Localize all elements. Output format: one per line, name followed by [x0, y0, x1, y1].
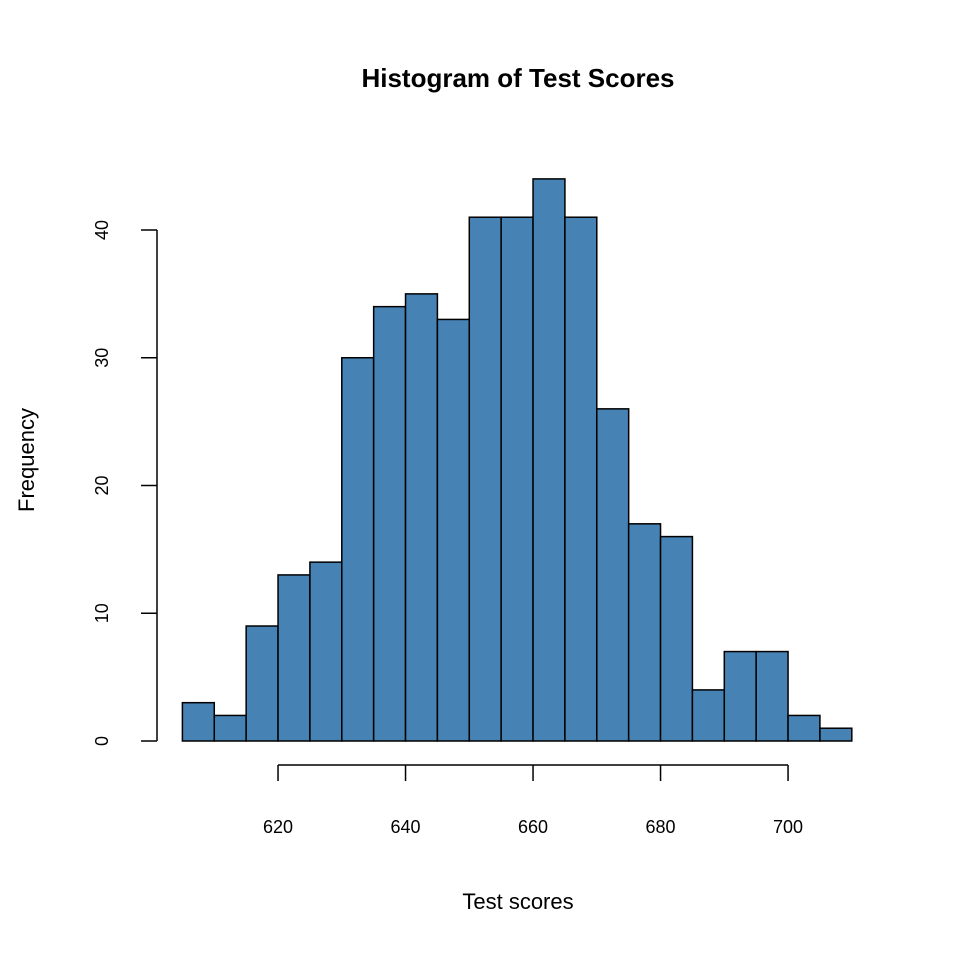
x-tick-label: 640: [391, 817, 421, 837]
x-axis-label: Test scores: [462, 889, 573, 914]
bar: [627, 523, 662, 742]
x-tick-label: 700: [773, 817, 803, 837]
bar: [723, 650, 757, 742]
bar: [181, 701, 216, 742]
bar: [755, 650, 789, 742]
x-tick-label: 680: [646, 817, 676, 837]
bar: [372, 305, 407, 742]
bar: [691, 689, 726, 742]
x-tick-label: 620: [263, 817, 293, 837]
bar: [532, 178, 566, 742]
bar: [277, 574, 311, 742]
bar: [787, 714, 821, 742]
y-tick-label: 30: [92, 348, 112, 368]
y-tick-label: 0: [92, 736, 112, 746]
bar: [213, 714, 247, 742]
bar: [309, 561, 343, 742]
bar: [564, 216, 598, 742]
bar: [596, 408, 630, 742]
y-tick-label: 10: [92, 603, 112, 623]
bar: [468, 216, 502, 742]
bar: [659, 535, 694, 742]
bar: [436, 318, 471, 742]
bar: [404, 293, 439, 742]
bar: [245, 625, 279, 742]
bar: [500, 216, 534, 742]
x-tick-label: 660: [518, 817, 548, 837]
bar: [819, 727, 853, 742]
bar: [341, 357, 375, 742]
chart-title: Histogram of Test Scores: [361, 63, 674, 93]
y-tick-label: 40: [92, 220, 112, 240]
y-tick-label: 20: [92, 475, 112, 495]
y-axis-label: Frequency: [14, 408, 39, 512]
